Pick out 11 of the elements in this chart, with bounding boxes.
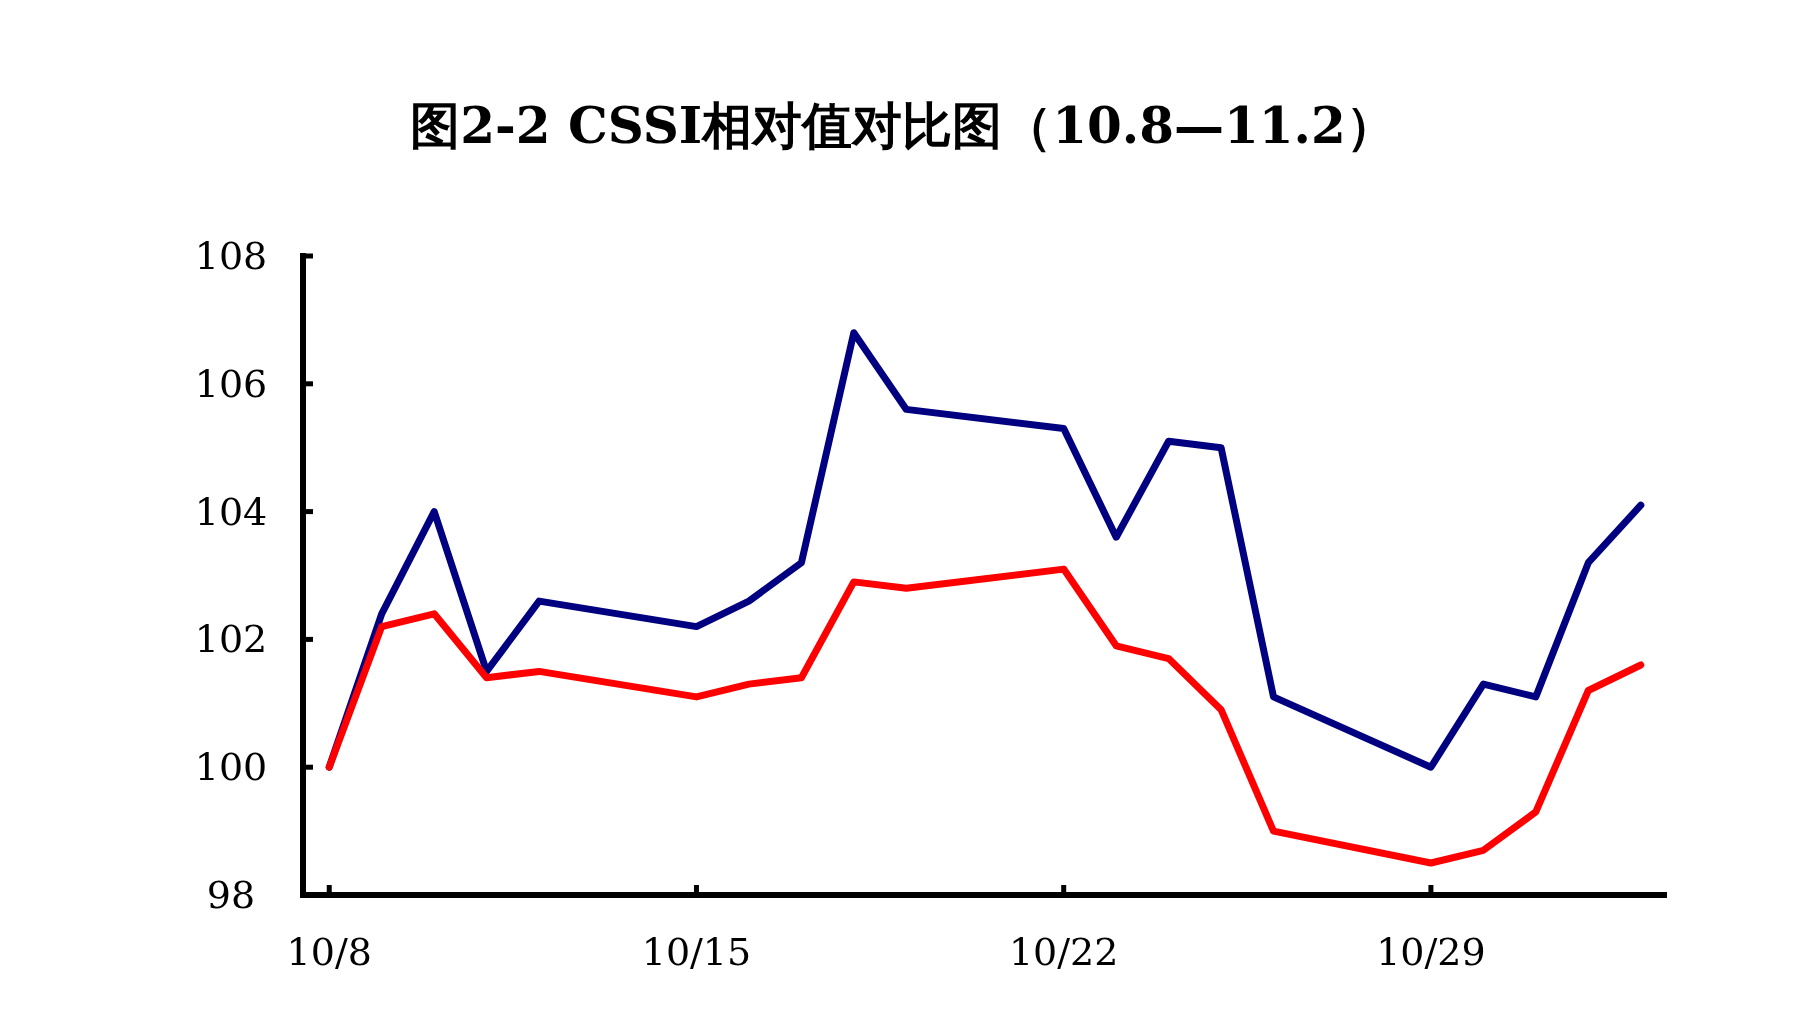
x-tick-label: 10/22 — [1008, 930, 1119, 974]
y-tick-label: 100 — [194, 745, 268, 790]
y-tick-label: 108 — [194, 234, 268, 278]
y-tick-label: 104 — [194, 489, 268, 534]
y-tick-label: 102 — [194, 617, 268, 662]
y-tick-label: 106 — [194, 361, 268, 406]
x-tick-label: 10/15 — [641, 930, 752, 974]
y-tick-label: 98 — [206, 873, 256, 917]
chart-title: 图2-2 CSSI相对值对比图（10.8—11.2） — [410, 96, 1396, 155]
x-tick-label: 10/8 — [286, 930, 372, 974]
x-tick-label: 10/29 — [1376, 930, 1486, 974]
